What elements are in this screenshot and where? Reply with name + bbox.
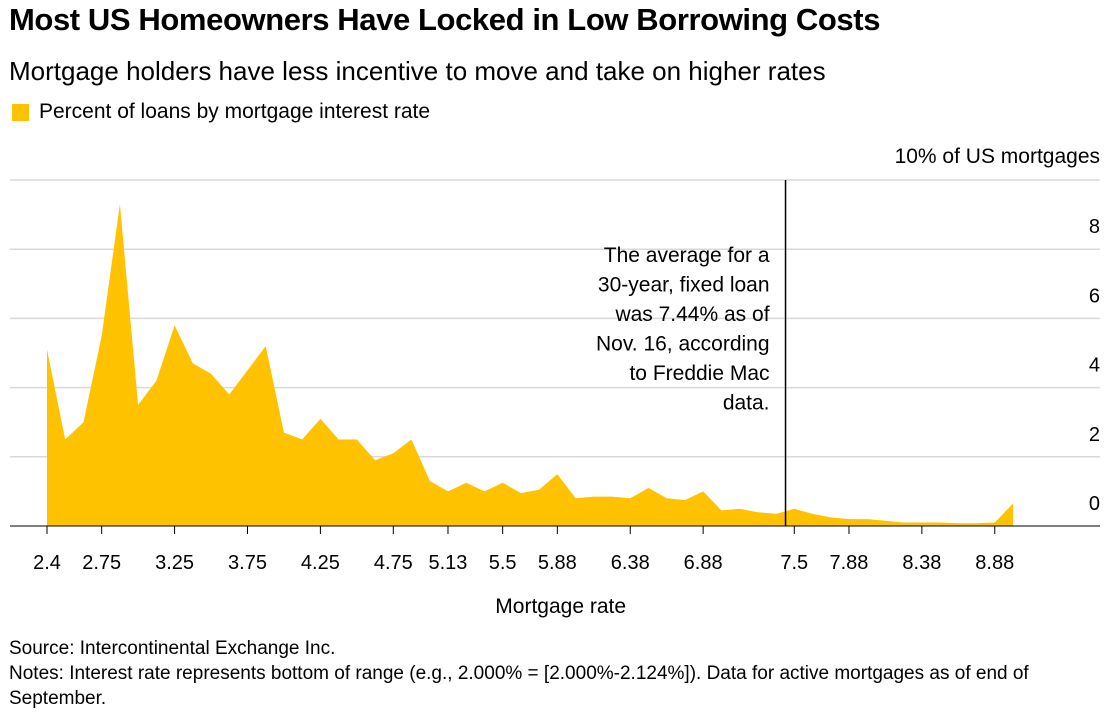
x-tick-label: 8.88 (975, 552, 1014, 574)
x-tick-label: 6.88 (684, 552, 723, 574)
x-tick-label: 3.75 (228, 552, 267, 574)
y-tick-label: 4 (1089, 355, 1100, 377)
legend-swatch (12, 103, 29, 121)
source-note: Source: Intercontinental Exchange Inc. (9, 638, 336, 659)
x-axis-label: Mortgage rate (495, 595, 626, 618)
legend: Percent of loans by mortgage interest ra… (12, 100, 430, 124)
y-tick-label: 6 (1089, 285, 1100, 307)
chart-title: Most US Homeowners Have Locked in Low Bo… (9, 2, 881, 37)
x-tick-label: 5.5 (489, 552, 517, 574)
area-chart: 2.4 2.75 3.25 3.75 4.25 4.75 5.13 5.5 5.88 6.38 6.… (10, 145, 1100, 618)
x-tick-label: 7.88 (829, 552, 868, 574)
footer: Source: Intercontinental Exchange Inc. N… (9, 636, 1099, 711)
chart-subtitle: Mortgage holders have less incentive to … (9, 56, 826, 86)
x-tick-label: 2.4 (33, 552, 61, 574)
x-tick-label: 2.75 (82, 552, 121, 574)
notes: Notes: Interest rate represents bottom o… (9, 663, 1029, 709)
y-tick-label: 0 (1089, 493, 1100, 515)
annotation-line: 30-year, fixed loan (598, 274, 770, 297)
annotation-line: Nov. 16, according (596, 333, 770, 356)
y-tick-label: 2 (1089, 424, 1100, 446)
x-tick-label: 7.5 (780, 552, 808, 574)
x-tick-label: 8.38 (902, 552, 941, 574)
annotation-line: The average for a (604, 244, 770, 267)
y-tick-label: 8 (1089, 216, 1100, 238)
annotation-line: to Freddie Mac (629, 362, 769, 385)
x-tick-label: 4.75 (374, 552, 413, 574)
x-tick-label: 4.25 (301, 552, 340, 574)
x-tick-label: 5.13 (429, 552, 468, 574)
x-tick-label: 6.38 (611, 552, 650, 574)
area-series (47, 204, 1013, 526)
annotation-line: was 7.44% as of (614, 303, 769, 326)
y-axis-label: 10% of US mortgages (895, 145, 1100, 168)
x-tick-label: 5.88 (538, 552, 577, 574)
annotation-line: data. (723, 392, 770, 415)
legend-label: Percent of loans by mortgage interest ra… (39, 100, 431, 123)
x-tick-label: 3.25 (155, 552, 194, 574)
